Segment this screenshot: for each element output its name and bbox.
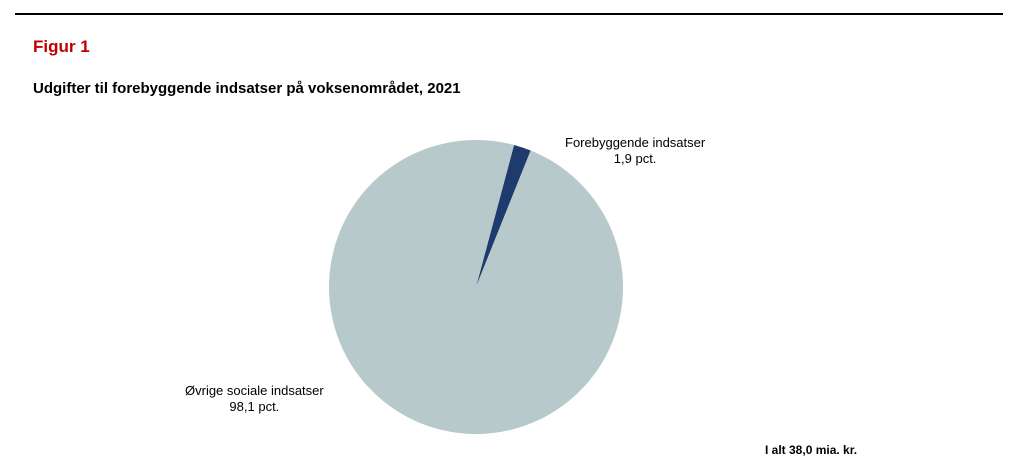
figure-label: Figur 1 [33,37,90,56]
top-rule [15,13,1003,15]
pie-slices [328,140,623,435]
pie-slice-forebyggende [476,145,531,287]
slice-value-forebyggende: 1,9 pct. [613,151,657,166]
slice-label-forebyggende: Forebyggende indsatser 1,9 pct. [565,135,705,167]
pie-slice-ovrige [328,140,623,435]
slice-label-ovrige: Øvrige sociale indsatser 98,1 pct. [185,383,324,415]
figure-title: Udgifter til forebyggende indsatser på v… [33,80,461,97]
slice-value-ovrige: 98,1 pct. [229,399,280,414]
slice-name-ovrige: Øvrige sociale indsatser [185,383,324,398]
slice-name-forebyggende: Forebyggende indsatser [565,135,706,150]
total-note: I alt 38,0 mia. kr. [765,443,858,457]
